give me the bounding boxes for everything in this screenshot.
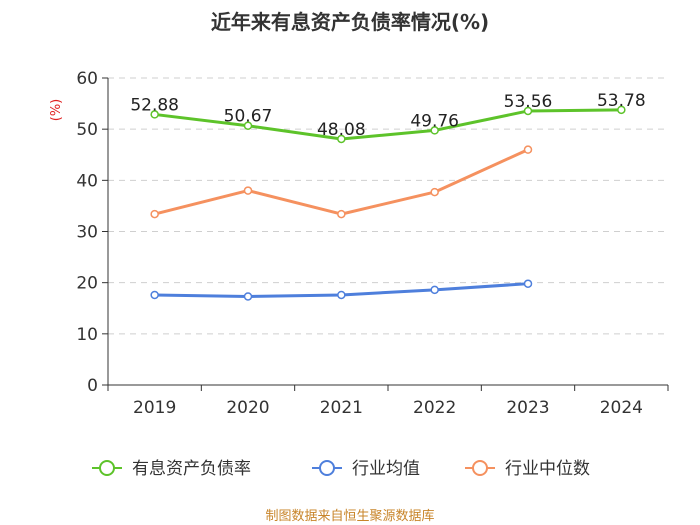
y-tick-label: 40 (76, 171, 98, 191)
x-tick-label: 2022 (413, 398, 456, 418)
y-tick-label: 20 (76, 274, 98, 294)
legend-item-1[interactable]: 行业均值 (312, 459, 420, 479)
data-label: 53.56 (504, 92, 553, 112)
data-point[interactable] (523, 279, 533, 288)
data-point[interactable] (150, 290, 159, 300)
legend-item-2[interactable]: 行业中位数 (465, 459, 590, 479)
series-2 (150, 145, 533, 219)
series-1 (150, 279, 533, 301)
source-note: 制图数据来自恒生聚源数据库 (265, 508, 434, 524)
series-0 (150, 105, 626, 144)
legend-label: 有息资产负债率 (132, 459, 251, 479)
data-point[interactable] (430, 285, 439, 295)
x-tick-label: 2020 (226, 398, 269, 418)
data-label: 52.88 (130, 95, 179, 115)
legend-marker-icon (319, 460, 335, 476)
y-ticks: 0 10 20 30 40 50 60 (76, 69, 108, 396)
data-point[interactable] (337, 290, 346, 300)
y-tick-label: 50 (76, 120, 98, 140)
data-point[interactable] (243, 292, 253, 301)
data-labels: 52.88 50.67 48.08 49.76 53.56 53.78 (130, 91, 645, 140)
data-point[interactable] (150, 110, 159, 119)
legend-label: 行业均值 (352, 459, 420, 479)
series-line (154, 148, 529, 216)
data-point[interactable] (430, 187, 439, 197)
data-point[interactable] (243, 121, 253, 130)
y-tick-label: 60 (76, 69, 98, 89)
data-label: 48.08 (317, 120, 366, 140)
data-point[interactable] (337, 209, 346, 219)
series-line (154, 108, 622, 141)
series-layer (150, 105, 626, 301)
data-point[interactable] (337, 134, 346, 144)
data-label: 49.76 (410, 111, 459, 131)
y-tick-label: 30 (76, 223, 98, 243)
y-tick-label: 0 (87, 376, 98, 396)
chart-title: 近年来有息资产负债率情况(%) (211, 10, 489, 34)
data-point[interactable] (523, 106, 533, 116)
legend-item-0[interactable]: 有息资产负债率 (92, 459, 251, 479)
data-point[interactable] (617, 105, 626, 115)
y-axis-label: (%) (49, 99, 64, 122)
x-tick-label: 2024 (600, 398, 643, 418)
data-point[interactable] (243, 186, 253, 195)
x-tick-label: 2021 (320, 398, 363, 418)
legend-marker-icon (472, 460, 488, 476)
data-point[interactable] (523, 145, 533, 154)
legend-label: 行业中位数 (505, 459, 590, 479)
y-tick-label: 10 (76, 325, 98, 345)
x-ticks: 2019 2020 2021 2022 2023 2024 (107, 385, 669, 418)
grid (108, 77, 668, 335)
data-point[interactable] (430, 126, 439, 135)
legend[interactable]: 有息资产负债率 行业均值 行业中位数 (92, 459, 590, 479)
data-point[interactable] (150, 209, 159, 219)
data-label: 53.78 (597, 91, 646, 111)
x-tick-label: 2023 (506, 398, 549, 418)
data-label: 50.67 (224, 107, 273, 127)
legend-marker-icon (99, 460, 115, 476)
x-tick-label: 2019 (133, 398, 176, 418)
